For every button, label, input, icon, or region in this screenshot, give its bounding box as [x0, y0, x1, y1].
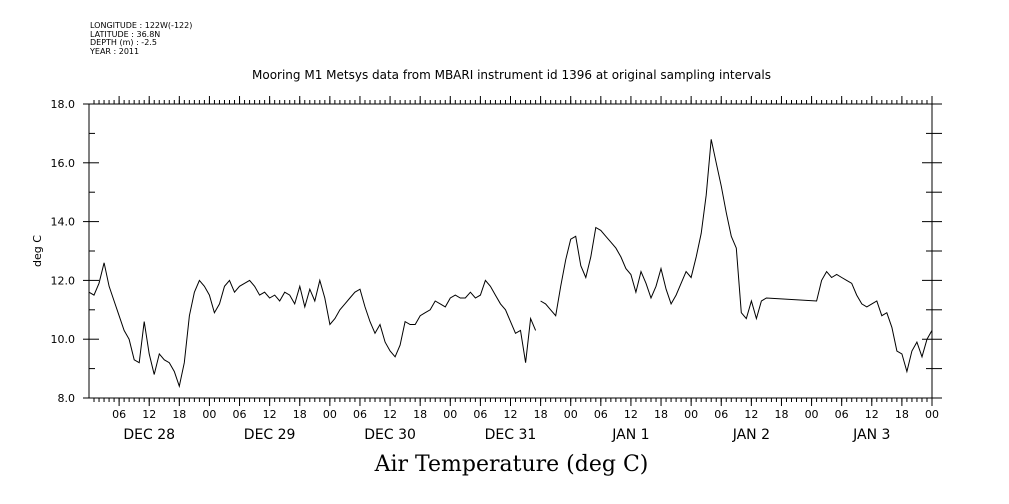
x-hour-label: 00 — [443, 408, 457, 421]
plot-frame — [88, 103, 933, 399]
longitude-label: LONGITUDE : 122W(-122) — [90, 21, 193, 30]
x-hour-label: 18 — [654, 408, 668, 421]
x-hour-label: 12 — [865, 408, 879, 421]
temperature-series-line — [540, 139, 933, 374]
year-label: YEAR : 2011 — [90, 46, 140, 56]
x-hour-label: 12 — [504, 408, 518, 421]
depth-label: DEPTH (m) : -2.5 — [90, 38, 157, 47]
x-hour-label: 06 — [594, 408, 608, 421]
metadata-block: LONGITUDE : 122W(-122) LATITUDE : 36.8N … — [90, 21, 193, 56]
x-hour-label: 06 — [353, 408, 367, 421]
x-hour-label: 06 — [473, 408, 487, 421]
x-hour-label: 00 — [925, 408, 939, 421]
y-tick-label: 14.0 — [51, 216, 76, 229]
x-day-label: DEC 28 — [123, 427, 175, 443]
x-hour-label: 18 — [413, 408, 427, 421]
x-hour-label: 00 — [684, 408, 698, 421]
x-day-label: DEC 31 — [485, 427, 537, 443]
y-tick-label: 8.0 — [58, 392, 76, 405]
x-day-label: DEC 29 — [244, 427, 296, 443]
x-hour-label: 12 — [383, 408, 397, 421]
x-hour-label: 06 — [714, 408, 728, 421]
x-hour-label: 18 — [895, 408, 909, 421]
x-hour-label: 00 — [805, 408, 819, 421]
x-day-label: JAN 1 — [611, 427, 649, 443]
latitude-label: LATITUDE : 36.8N — [90, 29, 161, 39]
x-hour-label: 12 — [142, 408, 156, 421]
x-day-label: JAN 3 — [852, 427, 890, 443]
x-hour-label: 00 — [202, 408, 216, 421]
x-hour-label: 12 — [744, 408, 758, 421]
temperature-series-line — [88, 262, 537, 389]
x-hour-label: 06 — [112, 408, 126, 421]
y-tick-label: 16.0 — [51, 157, 76, 170]
y-tick-label: 18.0 — [51, 98, 76, 111]
x-day-label: JAN 2 — [732, 427, 770, 443]
x-hour-label: 00 — [323, 408, 337, 421]
x-hour-label: 12 — [263, 408, 277, 421]
x-hour-label: 12 — [624, 408, 638, 421]
x-hour-label: 18 — [534, 408, 548, 421]
y-tick-label: 10.0 — [51, 333, 76, 346]
y-axis-label: deg C — [31, 235, 44, 267]
x-hour-label: 06 — [835, 408, 849, 421]
chart-title: Mooring M1 Metsys data from MBARI instru… — [252, 68, 771, 82]
x-hour-label: 18 — [172, 408, 186, 421]
y-tick-label: 12.0 — [51, 274, 76, 287]
chart-bottom-title: Air Temperature (deg C) — [374, 452, 649, 477]
x-hour-label: 18 — [293, 408, 307, 421]
x-hour-label: 18 — [774, 408, 788, 421]
x-day-label: DEC 30 — [364, 427, 416, 443]
x-hour-label: 06 — [233, 408, 247, 421]
x-hour-label: 00 — [564, 408, 578, 421]
